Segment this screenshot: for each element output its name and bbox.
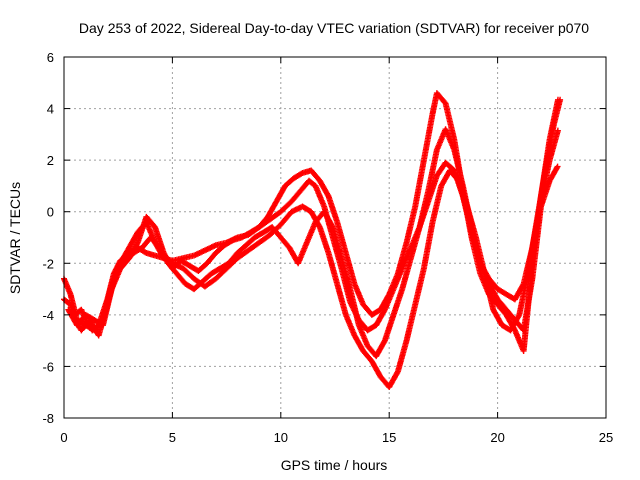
- x-tick-label: 5: [169, 430, 176, 445]
- data-marker: [554, 96, 561, 103]
- x-tick-label: 20: [490, 430, 504, 445]
- data-marker: [554, 163, 561, 170]
- data-marker: [133, 240, 140, 247]
- y-axis-label: SDTVAR / TECUs: [7, 182, 23, 294]
- y-tick-label: -6: [42, 359, 54, 374]
- chart-title: Day 253 of 2022, Sidereal Day-to-day VTE…: [79, 20, 589, 36]
- data-points: [61, 90, 564, 391]
- plot-frame: [63, 56, 607, 419]
- y-tick-label: 6: [47, 50, 54, 65]
- x-tick-label: 25: [599, 430, 613, 445]
- data-marker: [329, 222, 336, 229]
- data-marker: [316, 222, 323, 229]
- axis-ticks: 0 5 10 15 20 25 -8 -6 -4 -2 0 2 4 6: [42, 50, 613, 445]
- data-marker: [394, 369, 401, 376]
- y-tick-label: -4: [42, 308, 54, 323]
- y-tick-label: -2: [42, 256, 54, 271]
- y-tick-label: -8: [42, 411, 54, 426]
- grid-lines: [64, 57, 606, 418]
- y-tick-label: 0: [47, 205, 54, 220]
- data-marker: [515, 313, 522, 320]
- x-axis-label: GPS time / hours: [281, 457, 388, 473]
- series-track-4: [69, 126, 561, 360]
- y-tick-label: 2: [47, 153, 54, 168]
- x-tick-label: 15: [382, 430, 396, 445]
- x-tick-label: 0: [60, 430, 67, 445]
- x-tick-label: 10: [274, 430, 288, 445]
- data-marker: [324, 191, 331, 198]
- data-marker: [381, 338, 388, 345]
- data-marker: [553, 164, 560, 171]
- y-tick-label: 4: [47, 102, 54, 117]
- data-marker: [554, 127, 561, 134]
